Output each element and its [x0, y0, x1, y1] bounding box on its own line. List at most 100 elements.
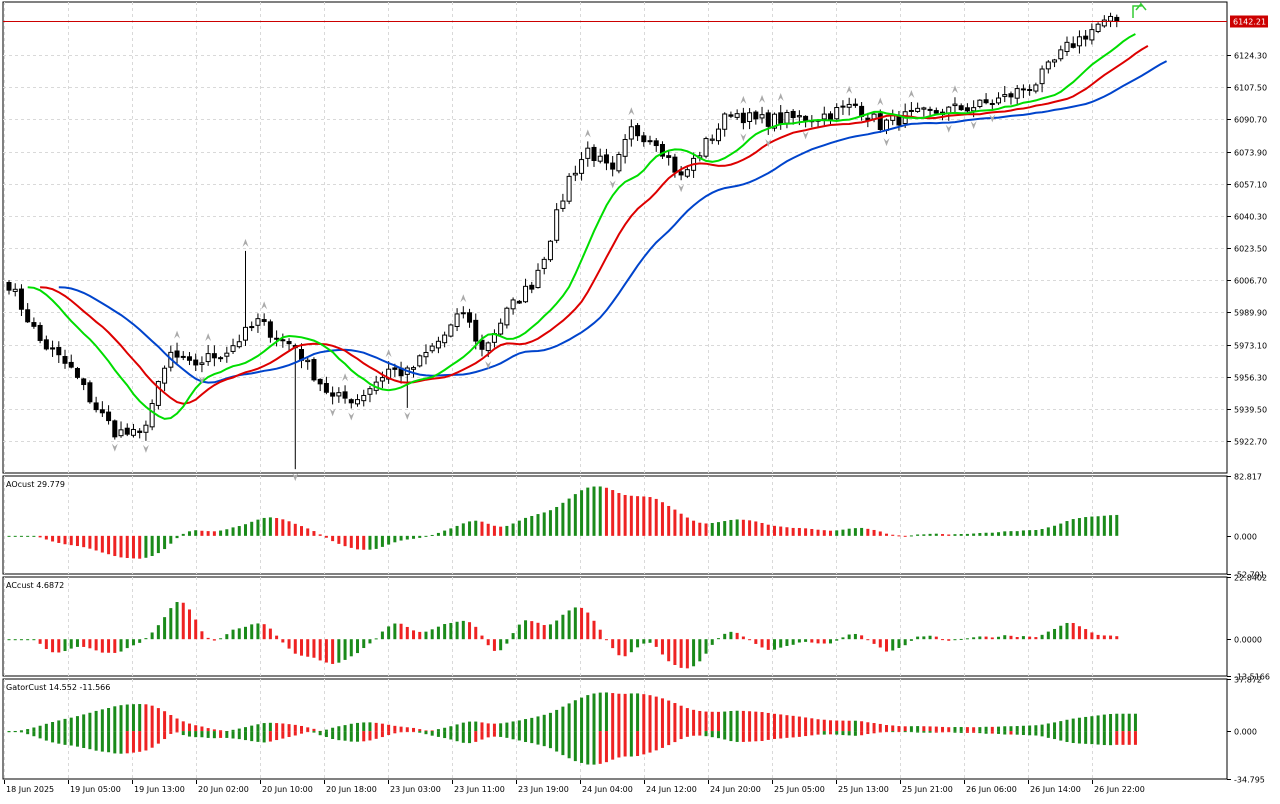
candle[interactable] [336, 387, 342, 403]
candle[interactable] [280, 333, 286, 348]
candle[interactable] [473, 313, 479, 350]
candle[interactable] [921, 106, 927, 117]
candle[interactable] [130, 423, 136, 438]
candle[interactable] [703, 136, 709, 159]
candle[interactable] [162, 365, 168, 392]
candle[interactable] [790, 109, 796, 125]
candle[interactable] [510, 297, 516, 315]
candle[interactable] [106, 405, 112, 425]
candle[interactable] [1114, 14, 1120, 28]
candle[interactable] [765, 109, 771, 135]
candle[interactable] [958, 103, 964, 111]
candle[interactable] [255, 313, 261, 333]
candle[interactable] [62, 349, 68, 369]
candle[interactable] [740, 107, 746, 130]
candle[interactable] [1058, 45, 1064, 62]
candle[interactable] [659, 141, 665, 160]
candle[interactable] [547, 240, 553, 262]
candle[interactable] [342, 385, 348, 404]
candle[interactable] [952, 97, 958, 114]
candle[interactable] [1002, 85, 1008, 103]
candle[interactable] [1014, 84, 1020, 105]
candle[interactable] [193, 353, 199, 371]
candle[interactable] [996, 92, 1002, 106]
candle[interactable] [199, 356, 205, 373]
candle[interactable] [118, 421, 124, 438]
candle[interactable] [112, 419, 118, 440]
candle[interactable] [759, 106, 765, 124]
candle[interactable] [846, 97, 852, 116]
candle[interactable] [261, 313, 267, 326]
candle[interactable] [211, 345, 217, 367]
candle[interactable] [591, 144, 597, 167]
candle[interactable] [908, 101, 914, 118]
candle[interactable] [523, 278, 529, 304]
candle[interactable] [12, 283, 18, 297]
candle[interactable] [641, 131, 647, 147]
candle[interactable] [1076, 30, 1082, 54]
candle[interactable] [927, 106, 933, 116]
candle[interactable] [286, 338, 292, 352]
candle[interactable] [137, 428, 143, 439]
candle[interactable] [504, 306, 510, 329]
candle[interactable] [1045, 60, 1051, 74]
candle[interactable] [124, 423, 130, 437]
candle[interactable] [25, 303, 31, 323]
candle[interactable] [1052, 58, 1058, 68]
candle[interactable] [205, 345, 211, 366]
candle[interactable] [647, 135, 653, 145]
candle[interactable] [684, 167, 690, 179]
candle[interactable] [1039, 65, 1045, 93]
candle[interactable] [610, 156, 616, 177]
candle[interactable] [715, 123, 721, 145]
candle[interactable] [1008, 91, 1014, 105]
candle[interactable] [1027, 84, 1033, 96]
candle[interactable] [174, 342, 180, 365]
candle[interactable] [423, 344, 429, 365]
candle[interactable] [149, 399, 155, 431]
candle[interactable] [498, 318, 504, 336]
candle[interactable] [983, 93, 989, 105]
candle[interactable] [977, 99, 983, 109]
candle[interactable] [249, 321, 255, 332]
candle[interactable] [877, 109, 883, 133]
candle[interactable] [74, 366, 80, 380]
candle[interactable] [448, 323, 454, 338]
candle[interactable] [43, 335, 49, 351]
candle[interactable] [964, 103, 970, 114]
candle[interactable] [603, 148, 609, 171]
candle[interactable] [572, 165, 578, 182]
candle[interactable] [236, 334, 242, 349]
candle[interactable] [597, 148, 603, 164]
candle[interactable] [411, 365, 417, 378]
candle[interactable] [180, 351, 186, 361]
candle[interactable] [56, 341, 62, 364]
candle[interactable] [355, 394, 361, 407]
candle[interactable] [709, 134, 715, 145]
candle[interactable] [274, 330, 280, 347]
candle[interactable] [242, 250, 248, 346]
candle[interactable] [840, 100, 846, 115]
candle[interactable] [666, 150, 672, 166]
candle[interactable] [317, 378, 323, 392]
candle[interactable] [442, 331, 448, 348]
candle[interactable] [616, 151, 622, 174]
candle[interactable] [728, 111, 734, 119]
candle[interactable] [467, 308, 473, 328]
candle[interactable] [361, 389, 367, 407]
candle[interactable] [1020, 84, 1026, 99]
candle[interactable] [367, 385, 373, 403]
candle[interactable] [330, 386, 336, 405]
candle[interactable] [541, 256, 547, 275]
candle[interactable] [560, 193, 566, 212]
candle[interactable] [529, 281, 535, 294]
candle[interactable] [454, 308, 460, 332]
candle[interactable] [734, 109, 740, 120]
candle[interactable] [87, 380, 93, 404]
candle[interactable] [585, 141, 591, 167]
candle[interactable] [554, 203, 560, 244]
candle[interactable] [915, 102, 921, 113]
candle[interactable] [50, 340, 56, 357]
